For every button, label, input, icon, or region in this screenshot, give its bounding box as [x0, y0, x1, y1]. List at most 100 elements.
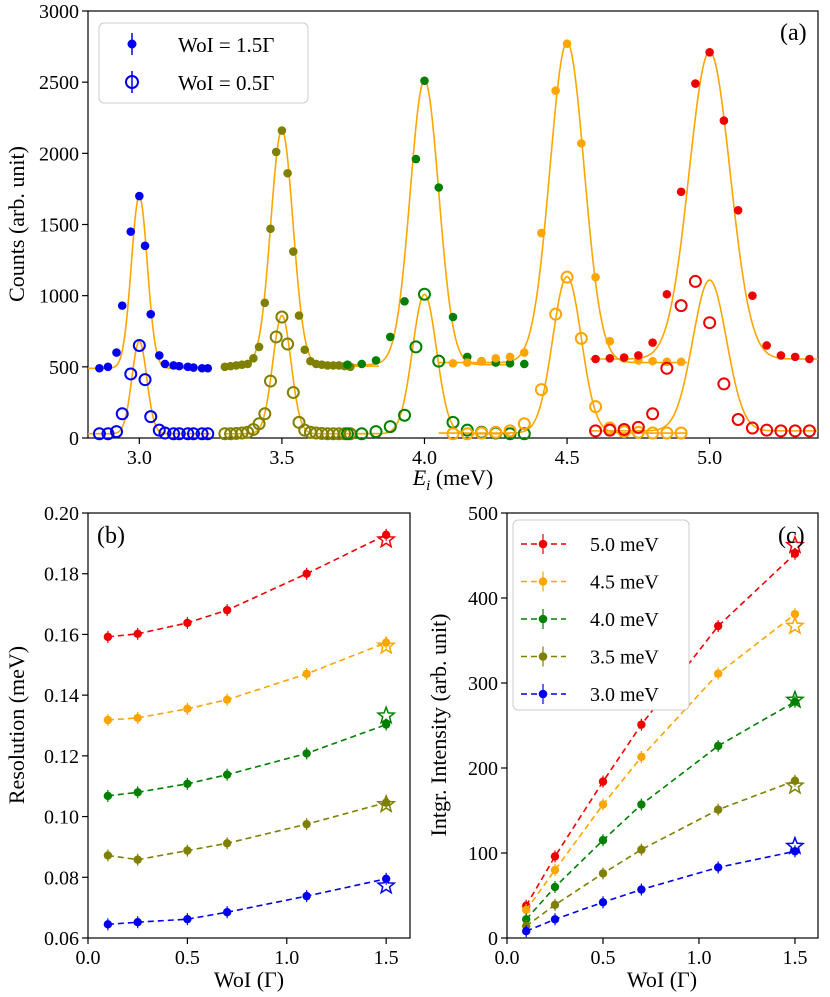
data-point — [260, 298, 270, 308]
data-point-open — [115, 407, 129, 421]
data-point — [385, 332, 395, 342]
data-point — [550, 865, 560, 875]
data-point — [562, 39, 572, 49]
legend-marker-filled — [127, 33, 137, 55]
fit-curve — [88, 194, 211, 370]
data-point-open — [286, 385, 300, 399]
panel-b-y-ticks: 0.06 0.08 0.10 0.12 0.14 0.16 0.18 0.20 — [44, 503, 88, 950]
panel-c-ytick-label: 400 — [468, 588, 498, 610]
data-point — [505, 358, 515, 368]
data-point-open — [417, 287, 431, 301]
star-marker — [376, 635, 397, 655]
panel-c-frame — [506, 512, 819, 939]
data-point — [133, 629, 142, 639]
data-point — [713, 669, 723, 678]
data-point-open — [534, 383, 548, 397]
data-point — [790, 609, 800, 619]
data-point — [537, 228, 546, 238]
panel-c-tag: (c) — [778, 523, 805, 549]
data-point — [637, 752, 646, 762]
data-point — [434, 183, 444, 192]
data-point-open — [138, 373, 152, 387]
panel-c-x-ticks: 0.0 0.5 1.0 1.5 — [495, 938, 807, 969]
data-point — [748, 291, 757, 300]
data-point — [174, 361, 184, 371]
data-point-open — [674, 299, 688, 313]
data-point — [371, 356, 381, 365]
data-point-open — [264, 374, 277, 388]
data-point — [462, 358, 472, 367]
data-point-open — [460, 427, 474, 441]
data-point — [637, 800, 646, 809]
data-point — [605, 353, 615, 363]
panel-b-series — [103, 528, 397, 931]
data-point — [133, 855, 142, 864]
data-point — [519, 348, 529, 357]
data-point — [133, 788, 142, 797]
data-point — [103, 632, 113, 642]
data-point-open — [574, 331, 588, 345]
data-point — [154, 351, 164, 360]
panel-a-ytick-label: 500 — [49, 357, 79, 379]
series-line — [525, 553, 796, 907]
data-point — [719, 116, 729, 125]
data-point — [521, 915, 531, 924]
data-point — [550, 900, 560, 910]
legend-label-open: WoI = 0.5Γ — [178, 71, 274, 95]
data-point — [254, 342, 264, 352]
data-point — [637, 845, 646, 854]
data-point — [713, 621, 723, 631]
data-point-open — [172, 427, 186, 441]
panel-a-xlabel-sub: i — [426, 478, 430, 494]
panel-b-xtick-label: 1.0 — [274, 947, 299, 969]
panel-b-resolution: 0.0 0.5 1.0 1.5 0.06 0.08 0.10 0.12 0.14 0.16 0.1… — [4, 503, 411, 992]
data-point-open — [235, 426, 249, 440]
panel-c-y-ticks: 0 100 200 300 400 500 — [468, 503, 507, 950]
data-point — [183, 779, 192, 788]
data-point — [112, 348, 121, 357]
data-point-open — [132, 338, 146, 352]
data-point — [550, 915, 560, 924]
data-point-open — [298, 423, 312, 437]
fit-curve — [438, 275, 687, 434]
data-point-open — [660, 361, 674, 375]
panel-a-x-ticks: 3.0 3.5 4.0 4.5 5.0 — [127, 438, 722, 469]
panel-a-xtick-label: 4.5 — [555, 447, 580, 469]
legend-marker — [538, 652, 548, 661]
star-marker — [784, 615, 806, 635]
data-point — [448, 312, 458, 322]
data-point — [183, 846, 192, 855]
fit-curve — [589, 50, 818, 360]
series-line — [525, 780, 796, 927]
data-point-open — [646, 407, 660, 421]
data-point-open — [158, 426, 172, 440]
data-point-open — [617, 422, 631, 436]
panel-a-xtick-label: 4.0 — [412, 447, 437, 469]
data-point-open — [560, 270, 574, 284]
fit-curve — [88, 340, 211, 435]
panel-a-xlabel: Ei (meV) — [412, 465, 494, 494]
data-point — [551, 86, 560, 96]
data-point — [302, 749, 311, 758]
panel-c-ytick-label: 300 — [468, 673, 498, 695]
data-point — [294, 311, 304, 320]
data-point — [448, 358, 458, 368]
data-point — [243, 359, 252, 369]
data-point — [519, 359, 529, 369]
legend-marker — [538, 539, 548, 549]
data-point — [103, 851, 113, 860]
panel-a-xlabel-main: E — [412, 465, 427, 490]
data-point — [713, 741, 723, 751]
panel-a-data-points — [92, 39, 816, 441]
panel-a-xlabel-unit: (meV) — [430, 465, 493, 490]
data-point-open — [460, 423, 474, 437]
data-point — [762, 341, 771, 350]
legend-box — [98, 22, 309, 104]
data-point-open — [589, 400, 603, 414]
data-point — [183, 618, 192, 628]
star-marker — [376, 793, 397, 814]
panel-b-ytick-label: 0.16 — [44, 624, 79, 646]
panel-b-ytick-label: 0.18 — [44, 564, 79, 586]
legend-label: 4.0 meV — [590, 609, 659, 631]
data-point — [95, 363, 104, 373]
